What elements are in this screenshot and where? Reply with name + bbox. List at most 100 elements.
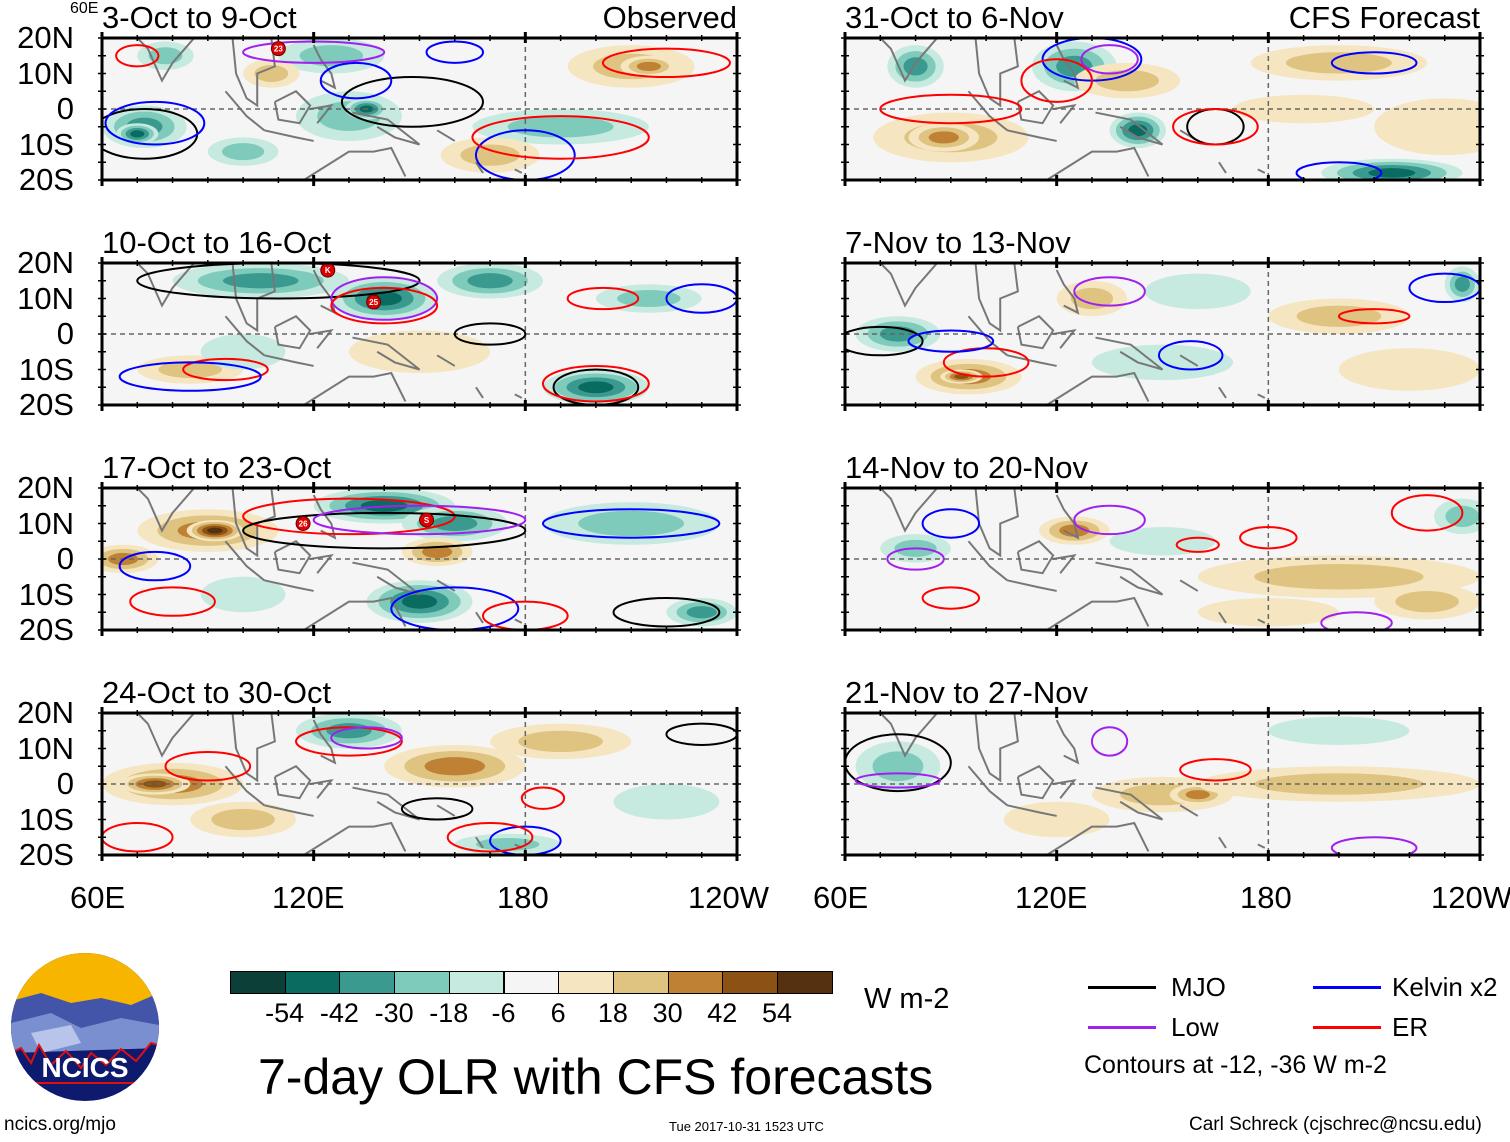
coastline: [514, 618, 523, 624]
wave-contour: [665, 722, 737, 746]
colorbar-swatch: [230, 971, 286, 994]
footer-author: Carl Schreck (cjschrec@ncsu.edu): [1189, 1114, 1482, 1135]
coastline: [967, 540, 1008, 582]
coastline: [301, 146, 407, 180]
colorbar-label: 6: [550, 998, 566, 1028]
coastline: [273, 90, 312, 125]
lat-label: 10S: [18, 801, 74, 837]
olr-anomaly-area: [460, 144, 520, 166]
wave-contour: [1172, 108, 1259, 146]
lat-label: 10N: [17, 505, 74, 541]
coastline: [475, 836, 484, 849]
coastline: [967, 765, 1008, 807]
coastline: [436, 804, 456, 817]
coastline: [1016, 90, 1055, 125]
coastline: [135, 713, 196, 758]
lat-label: 20S: [18, 387, 74, 422]
lon-label-120w-right: 120W: [1431, 880, 1510, 915]
wave-contour: [330, 286, 439, 325]
olr-anomaly-area: [401, 594, 438, 609]
coastline: [1095, 111, 1164, 146]
coastline: [514, 168, 523, 174]
wave-contour: [665, 283, 737, 314]
coastline: [1179, 579, 1199, 592]
storm-label: 26: [299, 520, 308, 529]
lon-label-180-right: 180: [1240, 880, 1292, 915]
coastline: [878, 38, 939, 83]
coastline: [1257, 843, 1266, 849]
colorbar-units: W m-2: [864, 983, 950, 1015]
colorbar-swatch: [448, 971, 505, 994]
olr-map-panel: [841, 707, 1484, 861]
wave-contour: [907, 329, 995, 353]
colorbar-swatch: [667, 971, 724, 994]
coastline: [264, 129, 314, 142]
wave-contour: [453, 322, 527, 346]
wave-contour: [115, 44, 160, 68]
wave-contour: [552, 368, 640, 405]
olr-anomaly-area: [518, 730, 603, 753]
tropical-cyclone-marker: S: [419, 512, 435, 528]
wave-contour: [330, 726, 403, 750]
coastline: [1052, 554, 1077, 574]
tropical-cyclone-marker: 26: [295, 516, 311, 531]
olr-anomaly-area: [130, 130, 145, 138]
lat-label: 10N: [17, 280, 74, 316]
olr-anomaly-area: [1268, 716, 1410, 745]
olr-anomaly-area: [1070, 287, 1114, 310]
colorbar-label: -30: [374, 998, 414, 1028]
coastline: [1257, 393, 1266, 399]
olr-anomaly-area: [1454, 276, 1470, 292]
lat-label: 20N: [17, 470, 74, 505]
coastline: [974, 713, 1019, 783]
wave-contour: [566, 286, 640, 311]
wave-contour: [489, 825, 562, 855]
olr-anomaly-area: [475, 837, 540, 851]
wave-contour: [1330, 836, 1418, 855]
legend-label-mjo: MJO: [1171, 972, 1226, 1002]
olr-anomaly-area: [1128, 124, 1148, 137]
olr-anomaly-area: [207, 527, 223, 534]
coastline: [1044, 821, 1150, 855]
coastline: [878, 263, 939, 308]
coastline: [135, 488, 196, 533]
wave-contour: [118, 550, 192, 582]
lon-label-60e: 60E: [70, 880, 126, 915]
coastline: [1016, 315, 1055, 350]
colorbar-label: -42: [319, 998, 359, 1028]
coastline: [224, 90, 265, 132]
coastline: [974, 263, 1019, 333]
legend-label-er: ER: [1392, 1012, 1429, 1042]
coastline: [967, 315, 1008, 357]
olr-anomaly-area: [143, 780, 167, 788]
colorbar-label: -18: [429, 998, 469, 1028]
wave-contour: [1337, 308, 1411, 325]
olr-anomaly-area: [326, 723, 372, 739]
olr-anomaly-area: [1144, 273, 1251, 310]
coastline: [273, 315, 312, 350]
olr-anomaly-area: [432, 515, 478, 532]
coastline: [231, 713, 276, 783]
lat-label: 10S: [18, 576, 74, 612]
coastline: [352, 336, 421, 371]
wave-contour: [474, 129, 576, 180]
olr-anomaly-area: [1109, 527, 1216, 556]
lat-label: 0: [56, 91, 74, 126]
olr-anomaly-area: [221, 143, 265, 161]
wave-contour: [118, 361, 262, 392]
coastline: [309, 554, 334, 574]
wave-contour: [136, 263, 421, 300]
coastline: [264, 354, 314, 367]
wave-contour: [182, 357, 269, 382]
olr-anomaly-area: [872, 751, 924, 782]
coastline: [1007, 354, 1057, 367]
tropical-cyclone-marker: 25: [366, 294, 382, 310]
olr-anomaly-area: [1197, 598, 1339, 627]
coastline: [1016, 540, 1055, 575]
wave-contour: [879, 93, 1023, 125]
olr-map-panel: 26 S: [98, 482, 741, 636]
wave-contour: [921, 586, 981, 610]
wave-contour: [921, 508, 981, 539]
olr-anomaly-area: [211, 808, 275, 831]
coastline: [1095, 786, 1164, 821]
